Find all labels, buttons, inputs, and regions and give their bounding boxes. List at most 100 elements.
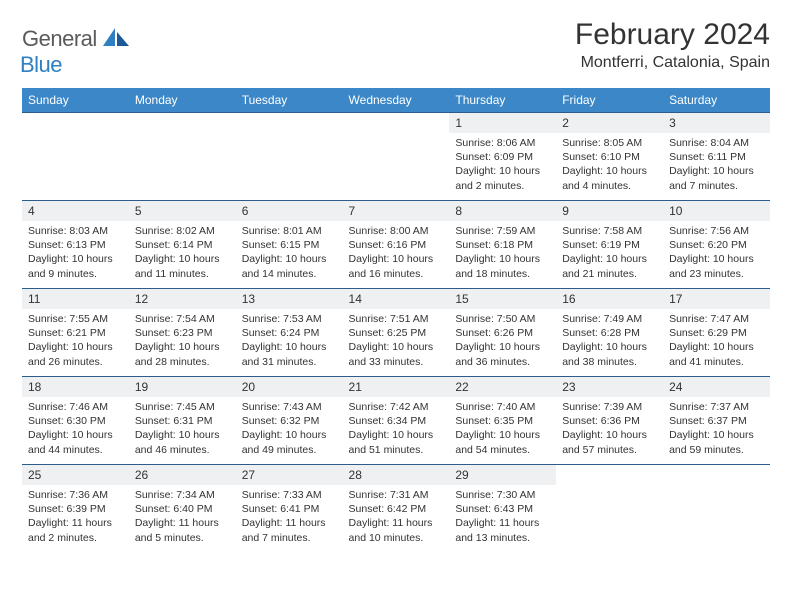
day-details: Sunrise: 8:04 AMSunset: 6:11 PMDaylight:… xyxy=(663,133,770,199)
day-details: Sunrise: 7:40 AMSunset: 6:35 PMDaylight:… xyxy=(449,397,556,463)
day-number: 23 xyxy=(556,377,663,397)
calendar-row: 4Sunrise: 8:03 AMSunset: 6:13 PMDaylight… xyxy=(22,201,770,289)
weekday-header: Friday xyxy=(556,88,663,113)
day-number: 14 xyxy=(343,289,450,309)
page-header: General Blue February 2024 Montferri, Ca… xyxy=(22,18,770,78)
calendar-cell: 17Sunrise: 7:47 AMSunset: 6:29 PMDayligh… xyxy=(663,289,770,377)
calendar-table: SundayMondayTuesdayWednesdayThursdayFrid… xyxy=(22,88,770,553)
day-number: 8 xyxy=(449,201,556,221)
day-details: Sunrise: 7:59 AMSunset: 6:18 PMDaylight:… xyxy=(449,221,556,287)
calendar-cell: 21Sunrise: 7:42 AMSunset: 6:34 PMDayligh… xyxy=(343,377,450,465)
calendar-cell: 29Sunrise: 7:30 AMSunset: 6:43 PMDayligh… xyxy=(449,465,556,553)
calendar-cell: 19Sunrise: 7:45 AMSunset: 6:31 PMDayligh… xyxy=(129,377,236,465)
calendar-cell: 24Sunrise: 7:37 AMSunset: 6:37 PMDayligh… xyxy=(663,377,770,465)
weekday-header: Thursday xyxy=(449,88,556,113)
day-number: 20 xyxy=(236,377,343,397)
day-number: 5 xyxy=(129,201,236,221)
calendar-cell: 7Sunrise: 8:00 AMSunset: 6:16 PMDaylight… xyxy=(343,201,450,289)
day-number: 10 xyxy=(663,201,770,221)
month-title: February 2024 xyxy=(575,18,770,52)
day-number: 9 xyxy=(556,201,663,221)
calendar-cell-empty: .. xyxy=(343,113,450,201)
calendar-cell-empty: .. xyxy=(556,465,663,553)
day-details: Sunrise: 8:05 AMSunset: 6:10 PMDaylight:… xyxy=(556,133,663,199)
weekday-header: Sunday xyxy=(22,88,129,113)
calendar-cell: 26Sunrise: 7:34 AMSunset: 6:40 PMDayligh… xyxy=(129,465,236,553)
day-details: Sunrise: 7:39 AMSunset: 6:36 PMDaylight:… xyxy=(556,397,663,463)
day-details: Sunrise: 8:00 AMSunset: 6:16 PMDaylight:… xyxy=(343,221,450,287)
day-details: Sunrise: 7:56 AMSunset: 6:20 PMDaylight:… xyxy=(663,221,770,287)
day-details: Sunrise: 7:45 AMSunset: 6:31 PMDaylight:… xyxy=(129,397,236,463)
day-number: 27 xyxy=(236,465,343,485)
calendar-cell-empty: .. xyxy=(129,113,236,201)
day-details: Sunrise: 7:53 AMSunset: 6:24 PMDaylight:… xyxy=(236,309,343,375)
day-number: 4 xyxy=(22,201,129,221)
calendar-cell: 22Sunrise: 7:40 AMSunset: 6:35 PMDayligh… xyxy=(449,377,556,465)
day-details: Sunrise: 7:51 AMSunset: 6:25 PMDaylight:… xyxy=(343,309,450,375)
calendar-cell: 28Sunrise: 7:31 AMSunset: 6:42 PMDayligh… xyxy=(343,465,450,553)
calendar-cell-empty: .. xyxy=(663,465,770,553)
weekday-header: Monday xyxy=(129,88,236,113)
day-details: Sunrise: 7:49 AMSunset: 6:28 PMDaylight:… xyxy=(556,309,663,375)
calendar-cell: 23Sunrise: 7:39 AMSunset: 6:36 PMDayligh… xyxy=(556,377,663,465)
day-number: 2 xyxy=(556,113,663,133)
day-details: Sunrise: 7:30 AMSunset: 6:43 PMDaylight:… xyxy=(449,485,556,551)
logo-word-2: Blue xyxy=(20,52,62,77)
weekday-row: SundayMondayTuesdayWednesdayThursdayFrid… xyxy=(22,88,770,113)
day-details: Sunrise: 8:02 AMSunset: 6:14 PMDaylight:… xyxy=(129,221,236,287)
day-number: 26 xyxy=(129,465,236,485)
weekday-header: Tuesday xyxy=(236,88,343,113)
calendar-cell: 18Sunrise: 7:46 AMSunset: 6:30 PMDayligh… xyxy=(22,377,129,465)
calendar-cell: 12Sunrise: 7:54 AMSunset: 6:23 PMDayligh… xyxy=(129,289,236,377)
calendar-cell: 25Sunrise: 7:36 AMSunset: 6:39 PMDayligh… xyxy=(22,465,129,553)
calendar-head: SundayMondayTuesdayWednesdayThursdayFrid… xyxy=(22,88,770,113)
title-block: February 2024 Montferri, Catalonia, Spai… xyxy=(575,18,770,72)
day-details: Sunrise: 7:43 AMSunset: 6:32 PMDaylight:… xyxy=(236,397,343,463)
logo-word-1: General xyxy=(22,26,97,51)
day-number: 28 xyxy=(343,465,450,485)
calendar-cell: 11Sunrise: 7:55 AMSunset: 6:21 PMDayligh… xyxy=(22,289,129,377)
day-details: Sunrise: 7:34 AMSunset: 6:40 PMDaylight:… xyxy=(129,485,236,551)
day-details: Sunrise: 7:31 AMSunset: 6:42 PMDaylight:… xyxy=(343,485,450,551)
day-number: 16 xyxy=(556,289,663,309)
day-details: Sunrise: 7:54 AMSunset: 6:23 PMDaylight:… xyxy=(129,309,236,375)
day-number: 12 xyxy=(129,289,236,309)
day-details: Sunrise: 7:46 AMSunset: 6:30 PMDaylight:… xyxy=(22,397,129,463)
calendar-cell: 16Sunrise: 7:49 AMSunset: 6:28 PMDayligh… xyxy=(556,289,663,377)
calendar-row: 25Sunrise: 7:36 AMSunset: 6:39 PMDayligh… xyxy=(22,465,770,553)
brand-logo: General Blue xyxy=(22,26,129,78)
logo-sail-icon xyxy=(103,28,129,46)
day-details: Sunrise: 7:37 AMSunset: 6:37 PMDaylight:… xyxy=(663,397,770,463)
calendar-cell: 3Sunrise: 8:04 AMSunset: 6:11 PMDaylight… xyxy=(663,113,770,201)
day-number: 24 xyxy=(663,377,770,397)
day-number: 22 xyxy=(449,377,556,397)
calendar-cell-empty: .. xyxy=(236,113,343,201)
day-details: Sunrise: 7:42 AMSunset: 6:34 PMDaylight:… xyxy=(343,397,450,463)
day-number: 25 xyxy=(22,465,129,485)
day-number: 3 xyxy=(663,113,770,133)
day-details: Sunrise: 8:01 AMSunset: 6:15 PMDaylight:… xyxy=(236,221,343,287)
day-details: Sunrise: 7:36 AMSunset: 6:39 PMDaylight:… xyxy=(22,485,129,551)
day-details: Sunrise: 7:50 AMSunset: 6:26 PMDaylight:… xyxy=(449,309,556,375)
calendar-cell: 6Sunrise: 8:01 AMSunset: 6:15 PMDaylight… xyxy=(236,201,343,289)
day-number: 11 xyxy=(22,289,129,309)
calendar-cell: 20Sunrise: 7:43 AMSunset: 6:32 PMDayligh… xyxy=(236,377,343,465)
calendar-cell: 27Sunrise: 7:33 AMSunset: 6:41 PMDayligh… xyxy=(236,465,343,553)
calendar-cell: 9Sunrise: 7:58 AMSunset: 6:19 PMDaylight… xyxy=(556,201,663,289)
weekday-header: Wednesday xyxy=(343,88,450,113)
calendar-row: ........1Sunrise: 8:06 AMSunset: 6:09 PM… xyxy=(22,113,770,201)
calendar-cell: 5Sunrise: 8:02 AMSunset: 6:14 PMDaylight… xyxy=(129,201,236,289)
calendar-cell: 8Sunrise: 7:59 AMSunset: 6:18 PMDaylight… xyxy=(449,201,556,289)
calendar-cell: 10Sunrise: 7:56 AMSunset: 6:20 PMDayligh… xyxy=(663,201,770,289)
calendar-cell: 1Sunrise: 8:06 AMSunset: 6:09 PMDaylight… xyxy=(449,113,556,201)
calendar-cell: 14Sunrise: 7:51 AMSunset: 6:25 PMDayligh… xyxy=(343,289,450,377)
day-number: 13 xyxy=(236,289,343,309)
day-number: 7 xyxy=(343,201,450,221)
weekday-header: Saturday xyxy=(663,88,770,113)
day-details: Sunrise: 7:33 AMSunset: 6:41 PMDaylight:… xyxy=(236,485,343,551)
calendar-cell: 4Sunrise: 8:03 AMSunset: 6:13 PMDaylight… xyxy=(22,201,129,289)
day-number: 15 xyxy=(449,289,556,309)
calendar-row: 18Sunrise: 7:46 AMSunset: 6:30 PMDayligh… xyxy=(22,377,770,465)
logo-text: General Blue xyxy=(22,26,129,78)
day-details: Sunrise: 7:47 AMSunset: 6:29 PMDaylight:… xyxy=(663,309,770,375)
